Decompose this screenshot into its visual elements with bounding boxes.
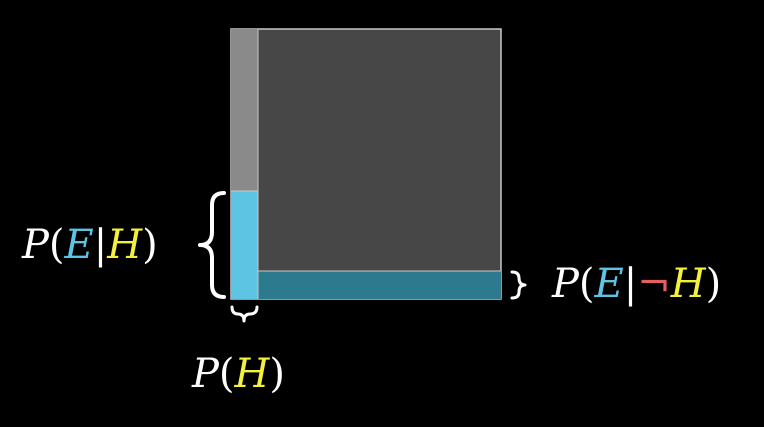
- label-prob-h-open: (: [219, 351, 235, 397]
- outer-square: [230, 28, 502, 300]
- label-e-given-h-h: H: [106, 222, 143, 268]
- label-e-given-h: P(E|H): [21, 222, 158, 268]
- label-e-given-not-h-bar: |: [624, 261, 637, 307]
- label-e-given-h-open: (: [49, 222, 65, 268]
- e-given-h-region: [231, 191, 258, 299]
- h-column-not-e-region: [231, 29, 258, 191]
- brace-e-given-not-h: [510, 270, 527, 300]
- label-e-given-not-h-e: E: [594, 261, 624, 307]
- label-e-given-not-h-p: P: [551, 261, 580, 307]
- label-e-given-not-h-open: (: [579, 261, 595, 307]
- label-prob-h-close: ): [269, 351, 285, 397]
- brace-prob-h: [230, 305, 259, 323]
- label-e-given-not-h-not: ¬: [637, 261, 671, 307]
- label-e-given-h-bar: |: [94, 222, 107, 268]
- label-prob-h-p: P: [191, 351, 220, 397]
- e-given-not-h-region: [258, 271, 501, 299]
- label-e-given-not-h-h: H: [670, 261, 707, 307]
- brace-e-given-h: [198, 191, 226, 299]
- label-e-given-h-close: ): [142, 222, 158, 268]
- label-prob-h: P(H): [191, 351, 285, 397]
- label-e-given-not-h: P(E|¬H): [551, 261, 721, 307]
- label-e-given-h-p: P: [21, 222, 50, 268]
- label-e-given-not-h-close: ): [706, 261, 722, 307]
- label-prob-h-h: H: [234, 351, 271, 397]
- label-e-given-h-e: E: [64, 222, 94, 268]
